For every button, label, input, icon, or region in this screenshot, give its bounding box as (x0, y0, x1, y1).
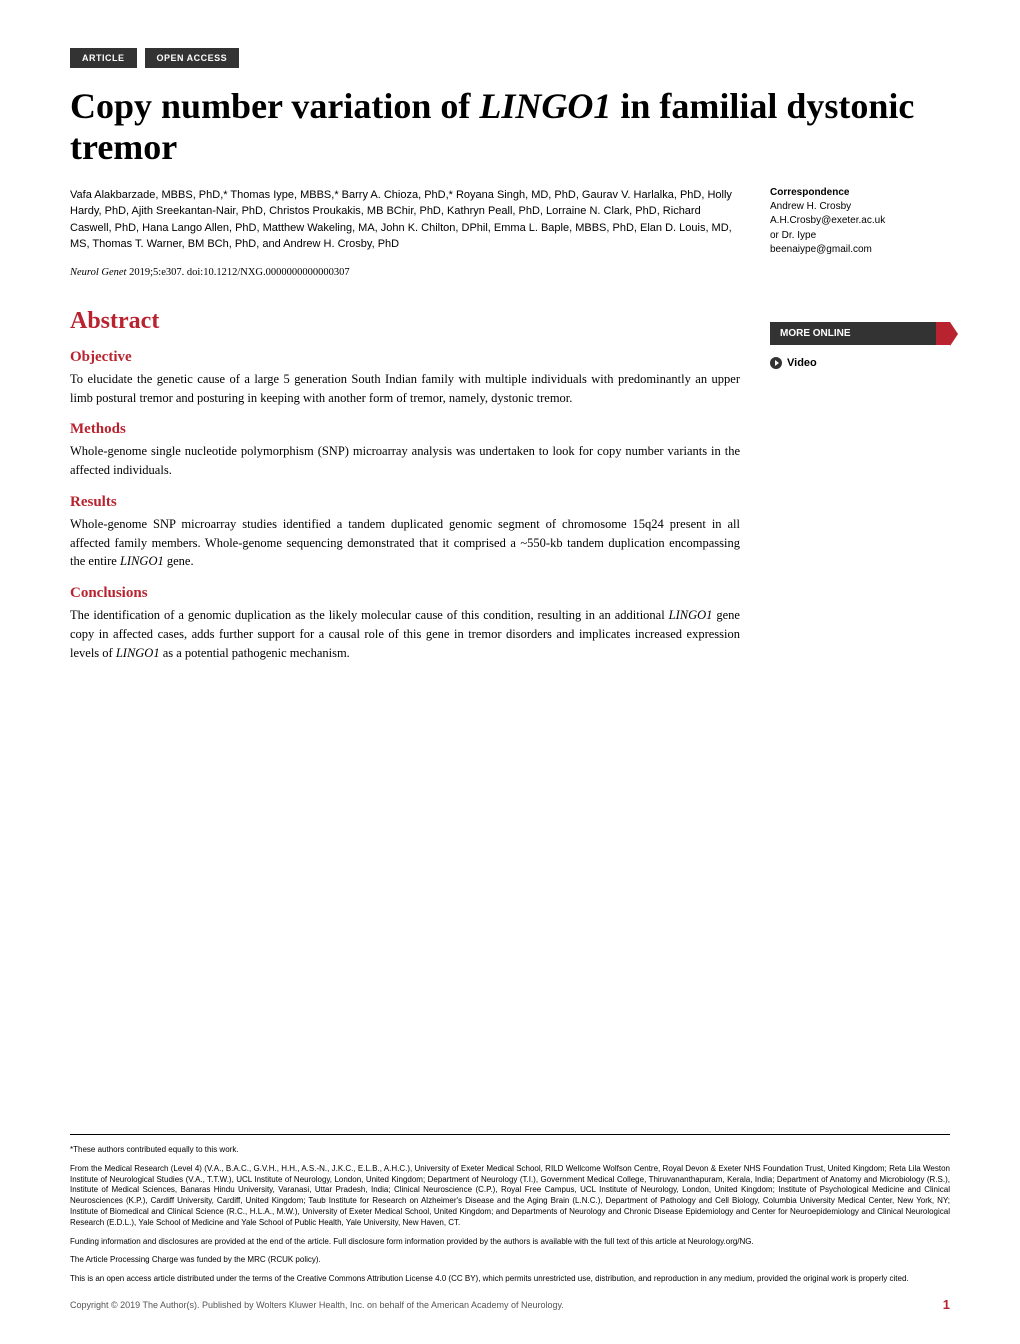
video-link[interactable]: Video (770, 357, 950, 369)
conclusions-text: The identification of a genomic duplicat… (70, 606, 740, 662)
concl-gene2: LINGO1 (116, 646, 160, 660)
concl-pre: The identification of a genomic duplicat… (70, 608, 669, 622)
title-pre: Copy number variation of (70, 86, 479, 126)
page-number: 1 (943, 1297, 950, 1312)
results-post: gene. (164, 554, 194, 568)
results-gene: LINGO1 (120, 554, 164, 568)
author-list: Vafa Alakbarzade, MBBS, PhD,* Thomas Iyp… (70, 187, 740, 253)
footnote-equal: *These authors contributed equally to th… (70, 1145, 950, 1156)
play-icon (770, 357, 782, 369)
badge-open-access: OPEN ACCESS (145, 48, 240, 68)
footer: *These authors contributed equally to th… (70, 1134, 950, 1312)
footnote-license: This is an open access article distribut… (70, 1274, 950, 1285)
abstract-heading: Abstract (70, 308, 740, 335)
article-badges: ARTICLE OPEN ACCESS (70, 48, 950, 68)
citation-journal: Neurol Genet (70, 267, 126, 278)
footnote-affiliations: From the Medical Research (Level 4) (V.A… (70, 1164, 950, 1229)
correspondence-heading: Correspondence (770, 187, 950, 198)
objective-text: To elucidate the genetic cause of a larg… (70, 370, 740, 408)
more-online-box: MORE ONLINE (770, 322, 950, 345)
citation: Neurol Genet 2019;5:e307. doi:10.1212/NX… (70, 267, 740, 278)
footnote-apc: The Article Processing Charge was funded… (70, 1255, 950, 1266)
results-text: Whole-genome SNP microarray studies iden… (70, 515, 740, 571)
footnote-funding: Funding information and disclosures are … (70, 1237, 950, 1248)
correspondence-text: Andrew H. Crosby A.H.Crosby@exeter.ac.uk… (770, 200, 950, 258)
sidebar: Correspondence Andrew H. Crosby A.H.Cros… (770, 187, 950, 663)
title-gene: LINGO1 (479, 86, 611, 126)
conclusions-heading: Conclusions (70, 585, 740, 602)
badge-article: ARTICLE (70, 48, 137, 68)
results-heading: Results (70, 494, 740, 511)
footer-rule (70, 1134, 950, 1135)
concl-gene1: LINGO1 (669, 608, 713, 622)
video-label: Video (787, 357, 817, 369)
citation-rest: 2019;5:e307. doi:10.1212/NXG.00000000000… (126, 267, 349, 278)
objective-heading: Objective (70, 349, 740, 366)
concl-post: as a potential pathogenic mechanism. (160, 646, 350, 660)
main-column: Vafa Alakbarzade, MBBS, PhD,* Thomas Iyp… (70, 187, 740, 663)
methods-text: Whole-genome single nucleotide polymorph… (70, 442, 740, 480)
more-online-label: MORE ONLINE (780, 328, 851, 339)
copyright-row: Copyright © 2019 The Author(s). Publishe… (70, 1297, 950, 1312)
methods-heading: Methods (70, 421, 740, 438)
article-title: Copy number variation of LINGO1 in famil… (70, 86, 950, 169)
copyright-text: Copyright © 2019 The Author(s). Publishe… (70, 1300, 564, 1310)
